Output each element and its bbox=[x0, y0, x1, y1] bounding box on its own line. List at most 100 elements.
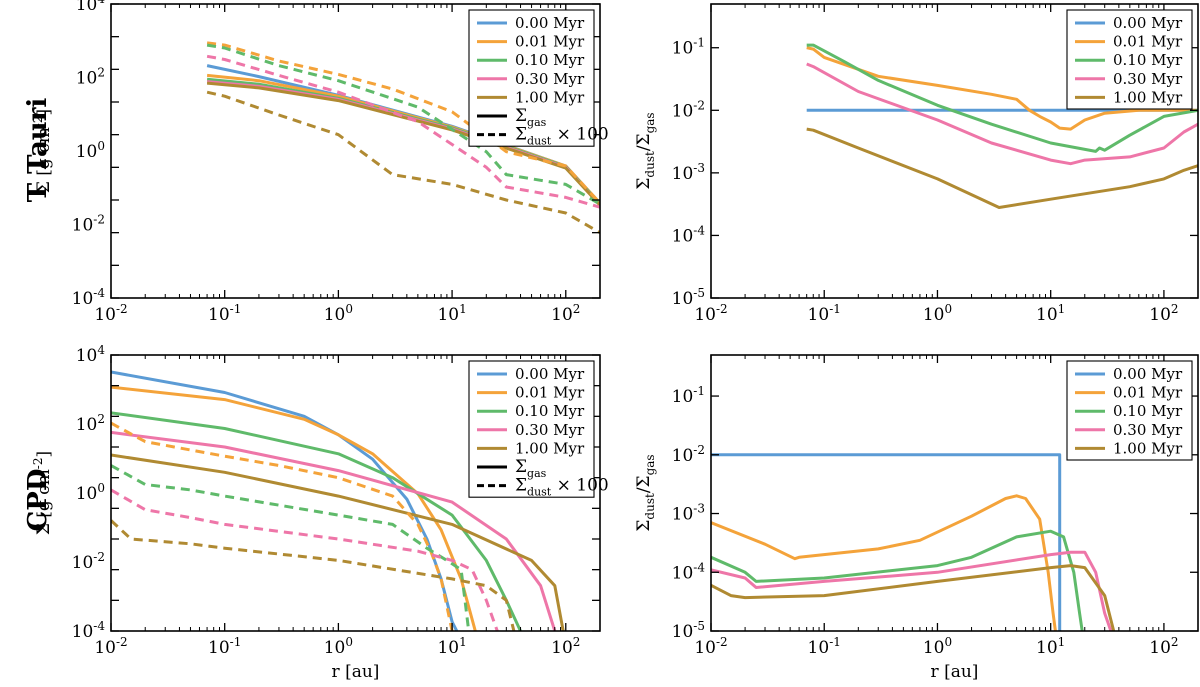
legend-label: 0.00 Myr bbox=[1113, 14, 1183, 32]
axes-frame bbox=[110, 354, 601, 632]
x-tick-label: 102 bbox=[551, 302, 580, 325]
x-tick-label: 100 bbox=[923, 635, 952, 658]
line-ratio-0_30myr bbox=[806, 62, 1198, 166]
line-ratio-1_00myr bbox=[806, 127, 1198, 209]
x-tick-label: 10-2 bbox=[94, 302, 127, 325]
line-ratio-0_10myr bbox=[806, 43, 1198, 153]
y-tick-label: 100 bbox=[76, 139, 105, 162]
line-dust-0_30myr bbox=[206, 54, 600, 209]
line-dust-1_00myr bbox=[206, 90, 600, 234]
legend-label: 0.10 Myr bbox=[515, 51, 585, 69]
legend-label: 1.00 Myr bbox=[1113, 439, 1183, 457]
y-tick-label: 10-2 bbox=[72, 550, 105, 573]
legend-label: 1.00 Myr bbox=[515, 439, 585, 457]
legend-label: 0.01 Myr bbox=[1113, 384, 1183, 402]
y-axis-label: Σ [g cm-2] bbox=[31, 109, 54, 193]
y-tick-label: 104 bbox=[76, 343, 106, 366]
x-tick-label: 10-2 bbox=[694, 635, 727, 658]
y-axis-label: Σdust/Σgas bbox=[634, 454, 657, 531]
y-tick-label: 10-3 bbox=[672, 161, 705, 184]
y-tick-label: 10-1 bbox=[672, 384, 705, 407]
y-tick-label: 102 bbox=[76, 66, 105, 89]
axes-frame bbox=[710, 3, 1199, 299]
x-tick-label: 10-1 bbox=[808, 302, 841, 325]
y-tick-label: 104 bbox=[76, 0, 106, 15]
line-gas-0_30myr bbox=[111, 430, 557, 631]
legend-label: 0.00 Myr bbox=[515, 365, 585, 383]
x-tick-label: 10-1 bbox=[208, 302, 241, 325]
y-tick-label: 10-5 bbox=[672, 286, 705, 309]
x-tick-label: 102 bbox=[1149, 302, 1178, 325]
x-tick-label: 102 bbox=[551, 635, 580, 658]
x-tick-label: 101 bbox=[1036, 635, 1065, 658]
x-tick-label: 100 bbox=[324, 635, 353, 658]
line-ratio-0_01myr bbox=[711, 494, 1057, 631]
y-tick-label: 10-4 bbox=[672, 223, 706, 246]
line-ratio-0_00myr bbox=[711, 453, 1062, 631]
y-axis-label: Σ [g cm-2] bbox=[31, 451, 54, 535]
series-group bbox=[111, 370, 565, 631]
x-tick-label: 101 bbox=[437, 302, 466, 325]
x-tick-label: 10-1 bbox=[208, 635, 241, 658]
legend-label: 0.00 Myr bbox=[515, 14, 585, 32]
line-dust-0_01myr bbox=[111, 421, 454, 631]
y-tick-label: 102 bbox=[76, 412, 105, 435]
row-label-ttauri: T Tauri bbox=[23, 98, 53, 203]
y-axis-label: Σdust/Σgas bbox=[634, 112, 657, 189]
y-tick-label: 10-2 bbox=[672, 443, 705, 466]
line-ratio-0_10myr bbox=[711, 529, 1084, 631]
legend-label: 0.10 Myr bbox=[515, 402, 585, 420]
line-dust-1_00myr bbox=[111, 519, 516, 631]
legend-label: 0.01 Myr bbox=[1113, 33, 1183, 51]
line-ratio-1_00myr bbox=[711, 564, 1116, 631]
panel-ttauri-ratio: 10-2 10-1 100 101 102 10-5 10-4 10-3 10-2 10-1 Σdu… bbox=[634, 3, 1199, 325]
series-group bbox=[206, 41, 600, 234]
y-tick-label: 10-4 bbox=[72, 286, 106, 309]
y-tick-label: 10-4 bbox=[72, 619, 106, 642]
legend-label-gas: Σgas bbox=[515, 106, 547, 129]
panel-cpd-ratio: 10-2 10-1 100 101 102 10-5 10-4 10-3 10-2 10-1 Σdu… bbox=[634, 354, 1199, 682]
line-gas-0_10myr bbox=[111, 411, 522, 631]
line-gas-0_01myr bbox=[111, 385, 477, 631]
line-gas-0_00myr bbox=[111, 370, 459, 631]
y-tick-label: 10-5 bbox=[672, 619, 705, 642]
line-dust-0_10myr bbox=[206, 43, 600, 206]
legend-label: 0.30 Myr bbox=[1113, 70, 1183, 88]
legend-label: 0.01 Myr bbox=[515, 384, 585, 402]
y-tick-label: 100 bbox=[76, 481, 105, 504]
legend-label: 0.00 Myr bbox=[1113, 365, 1183, 383]
x-axis-label: r [au] bbox=[332, 662, 380, 682]
legend-label: 0.10 Myr bbox=[1113, 51, 1183, 69]
series-group bbox=[711, 453, 1116, 631]
row-label-cpd: CPD bbox=[23, 469, 53, 532]
x-tick-label: 101 bbox=[437, 635, 466, 658]
y-tick-label: 10-4 bbox=[672, 560, 706, 583]
x-tick-label: 101 bbox=[1036, 302, 1065, 325]
axes-frame bbox=[110, 3, 601, 299]
legend-label: 0.10 Myr bbox=[1113, 402, 1183, 420]
x-tick-label: 10-2 bbox=[94, 635, 127, 658]
x-tick-label: 10-2 bbox=[694, 302, 727, 325]
y-tick-label: 10-2 bbox=[672, 98, 705, 121]
series-group bbox=[806, 43, 1198, 209]
legend-label-dust: Σdust × 100 bbox=[515, 125, 609, 148]
x-tick-label: 10-1 bbox=[808, 635, 841, 658]
line-dust-0_30myr bbox=[111, 488, 499, 631]
y-tick-label: 10-2 bbox=[72, 213, 105, 236]
legend-label-dust: Σdust × 100 bbox=[515, 476, 609, 499]
legend-label: 1.00 Myr bbox=[515, 88, 585, 106]
legend-label: 0.30 Myr bbox=[515, 421, 585, 439]
axes-frame bbox=[710, 354, 1199, 632]
x-tick-label: 100 bbox=[923, 302, 952, 325]
y-tick-label: 10-1 bbox=[672, 36, 705, 59]
legend-label-gas: Σgas bbox=[515, 457, 547, 480]
x-tick-label: 100 bbox=[324, 302, 353, 325]
legend-label: 1.00 Myr bbox=[1113, 88, 1183, 106]
x-axis-label: r [au] bbox=[931, 662, 979, 682]
